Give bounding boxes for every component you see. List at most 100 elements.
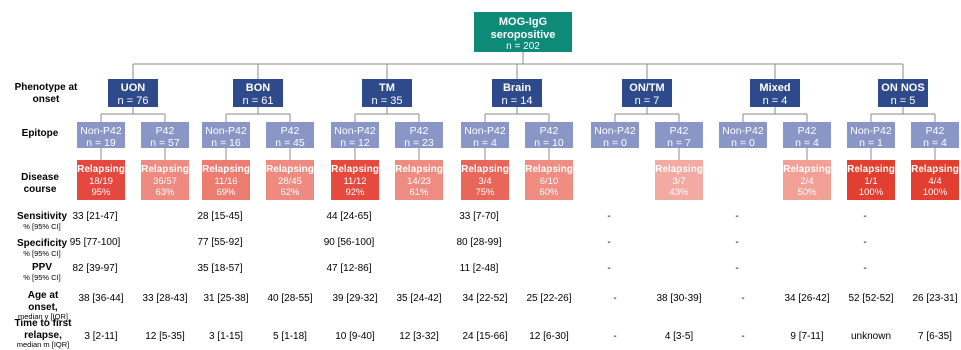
phenotype-label: UON xyxy=(120,82,146,94)
disease-course-percent: 60% xyxy=(539,187,559,199)
disease-course-count: 11/12 xyxy=(343,176,367,187)
disease-course-node: Relapsing 4/4 100% xyxy=(911,160,959,200)
epitope-count: n = 4 xyxy=(795,137,819,150)
epitope-count: n = 19 xyxy=(86,137,116,150)
epitope-label: P42 xyxy=(925,125,945,137)
specificity-unit: % [95% CI] xyxy=(23,248,61,258)
phenotype-node-on-tm: ON/TM n = 7 xyxy=(622,79,672,107)
disease-course-count: 28/45 xyxy=(278,176,302,187)
disease-course-label: Relapsing xyxy=(911,164,959,175)
epitope-count: n = 23 xyxy=(404,137,434,150)
epitope-count: n = 45 xyxy=(275,137,305,150)
ppv-value: - xyxy=(863,263,867,274)
ppv-value: 82 [39-97] xyxy=(72,263,118,274)
age-at-onset-value: 33 [28-43] xyxy=(142,293,188,304)
specificity-value: - xyxy=(863,237,867,248)
sensitivity-value: - xyxy=(735,211,739,222)
epitope-count: n = 10 xyxy=(534,137,564,150)
epitope-node-p42: P42 n = 10 xyxy=(525,122,573,150)
disease-course-count: 6/10 xyxy=(539,176,559,187)
disease-course-label: Relapsing xyxy=(461,164,509,175)
sensitivity-unit: % [95% CI] xyxy=(23,221,61,231)
time-to-relapse-value: 5 [1-18] xyxy=(273,331,307,342)
disease-course-percent: 92% xyxy=(345,187,365,199)
epitope-count: n = 4 xyxy=(473,137,497,150)
disease-course-label: Relapsing xyxy=(655,164,703,175)
epitope-node-p42: P42 n = 7 xyxy=(655,122,703,149)
phenotype-count: n = 7 xyxy=(634,94,660,107)
disease-course-count: 18/19 xyxy=(89,176,113,187)
phenotype-label: ON/TM xyxy=(629,82,665,94)
epitope-count: n = 1 xyxy=(859,137,883,150)
phenotype-label: Brain xyxy=(502,82,532,94)
disease-course-percent: 100% xyxy=(922,187,948,199)
age-at-onset-value: 34 [26-42] xyxy=(784,293,830,304)
time-to-relapse-value: 3 [1-15] xyxy=(209,331,243,342)
phenotype-count: n = 35 xyxy=(371,94,403,107)
disease-course-percent: 61% xyxy=(409,187,429,199)
row-label-age: Age at onset, median y [IQR] xyxy=(14,290,72,322)
epitope-node-non-p42: Non-P42 n = 1 xyxy=(847,122,895,150)
time-to-relapse-value: 7 [6-35] xyxy=(918,331,952,342)
disease-course-node: Relapsing 11/12 92% xyxy=(331,160,379,200)
phenotype-node-on-nos: ON NOS n = 5 xyxy=(878,79,928,107)
disease-course-count: 1/1 xyxy=(864,176,878,187)
time-to-relapse-value: 12 [6-30] xyxy=(529,331,569,342)
epitope-label: Non-P42 xyxy=(594,125,636,137)
disease-course-label: Relapsing xyxy=(525,164,573,175)
age-at-onset-value: 35 [24-42] xyxy=(396,293,442,304)
phenotype-node-bon: BON n = 61 xyxy=(233,79,283,107)
epitope-node-p42: P42 n = 57 xyxy=(141,122,189,149)
phenotype-count: n = 61 xyxy=(242,94,274,107)
row-label-disease: Disease course xyxy=(21,172,59,195)
disease-course-count: 3/7 xyxy=(672,176,686,187)
time-to-relapse-value: 9 [7-11] xyxy=(790,331,824,342)
sensitivity-value: - xyxy=(607,211,611,222)
disease-course-label: Relapsing xyxy=(783,164,831,175)
root-node: MOG-IgG seropositive n = 202 xyxy=(474,12,572,52)
specificity-value: - xyxy=(607,237,611,248)
disease-course-node: Relapsing 28/45 62% xyxy=(266,160,314,200)
epitope-node-p42: P42 n = 45 xyxy=(266,122,314,150)
phenotype-count: n = 14 xyxy=(501,94,533,107)
specificity-value: 95 [77-100] xyxy=(69,237,121,248)
disease-course-count: 4/4 xyxy=(928,176,942,187)
disease-course-node: Relapsing 14/23 61% xyxy=(395,160,443,200)
time-to-relapse-value: 12 [3-32] xyxy=(399,331,439,342)
disease-course-count: 3/4 xyxy=(478,176,492,187)
phenotype-count: n = 4 xyxy=(762,94,788,107)
time-to-relapse-value: - xyxy=(613,331,617,342)
ppv-value: 35 [18-57] xyxy=(197,263,243,274)
root-title-line1: MOG-IgG xyxy=(498,16,548,28)
disease-course-percent: 69% xyxy=(216,187,236,199)
epitope-node-p42: P42 n = 4 xyxy=(783,122,831,150)
sensitivity-value: 44 [24-65] xyxy=(326,211,372,222)
epitope-label: Non-P42 xyxy=(722,125,764,137)
root-count: n = 202 xyxy=(506,41,540,53)
sensitivity-value: - xyxy=(863,211,867,222)
ppv-value: - xyxy=(735,263,739,274)
time-to-relapse-value: 10 [9-40] xyxy=(335,331,375,342)
phenotype-node-brain: Brain n = 14 xyxy=(492,79,542,107)
epitope-label: Non-P42 xyxy=(850,125,892,137)
ppv-value: 47 [12-86] xyxy=(326,263,372,274)
epitope-label: Non-P42 xyxy=(80,125,122,137)
disease-course-node: Relapsing 18/19 95% xyxy=(77,160,125,200)
epitope-label: Non-P42 xyxy=(464,125,506,137)
epitope-label: P42 xyxy=(280,125,300,137)
row-label-ppv: PPV % [95% CI] xyxy=(14,262,70,282)
age-at-onset-value: - xyxy=(741,293,745,304)
time-to-relapse-value: unknown xyxy=(850,331,892,342)
disease-course-percent: 75% xyxy=(475,187,495,199)
epitope-count: n = 0 xyxy=(731,137,755,150)
disease-course-count: 14/23 xyxy=(407,176,431,187)
disease-course-count: 11/16 xyxy=(214,176,238,187)
epitope-node-non-p42: Non-P42 n = 12 xyxy=(331,122,379,149)
disease-course-node: Relapsing 11/16 69% xyxy=(202,160,250,200)
row-label-sensitivity: Sensitivity % [95% CI] xyxy=(14,211,70,231)
epitope-node-non-p42: Non-P42 n = 4 xyxy=(461,122,509,150)
row-label-specificity: Specificity % [95% CI] xyxy=(14,238,70,258)
phenotype-label: ON NOS xyxy=(881,82,925,94)
disease-course-percent: 43% xyxy=(669,187,689,199)
